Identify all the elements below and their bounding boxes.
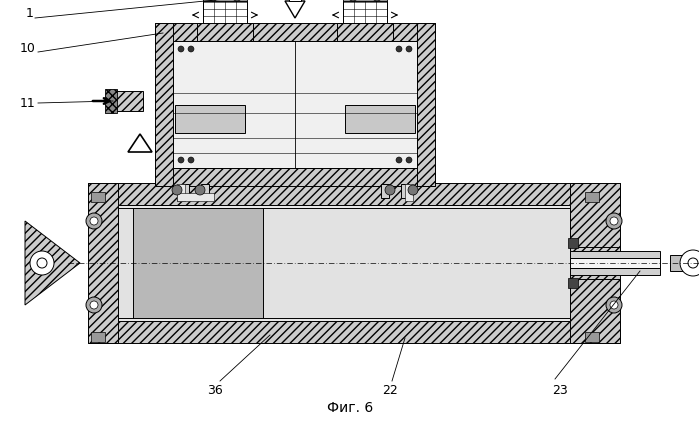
Text: 36: 36 (207, 385, 223, 398)
Bar (177, 184, 185, 201)
Polygon shape (25, 221, 80, 305)
Circle shape (86, 213, 102, 229)
Bar (155, 23, 173, 186)
Bar (401, 184, 409, 198)
Bar (570, 183, 620, 343)
Bar (343, 1, 387, 23)
Bar (118, 205, 570, 321)
Bar (177, 193, 214, 201)
Circle shape (90, 217, 98, 225)
Bar (175, 105, 245, 133)
Bar (155, 168, 435, 186)
Bar (88, 183, 620, 205)
Circle shape (606, 213, 622, 229)
Circle shape (86, 297, 102, 313)
Bar (345, 105, 415, 133)
Circle shape (688, 258, 698, 268)
Circle shape (610, 301, 618, 309)
Bar (133, 205, 263, 321)
Bar (670, 255, 688, 271)
Bar (118, 318, 570, 321)
Circle shape (195, 185, 205, 195)
Circle shape (348, 0, 358, 1)
Bar (337, 23, 393, 41)
Circle shape (172, 185, 182, 195)
Bar (343, 0, 387, 1)
Bar (91, 332, 105, 342)
Circle shape (90, 301, 98, 309)
Bar (118, 205, 570, 208)
Bar (203, 1, 247, 23)
Bar (568, 278, 578, 288)
Circle shape (37, 258, 47, 268)
Bar (88, 183, 118, 343)
Bar (568, 238, 578, 248)
Bar (570, 258, 660, 268)
Bar (203, 0, 247, 1)
Circle shape (178, 157, 184, 163)
Text: 1: 1 (26, 6, 34, 19)
Circle shape (385, 185, 395, 195)
Circle shape (396, 157, 402, 163)
Bar (570, 247, 620, 279)
Circle shape (372, 0, 382, 1)
Circle shape (606, 297, 622, 313)
Bar (585, 332, 599, 342)
Bar (570, 251, 660, 258)
Bar (381, 184, 389, 198)
Circle shape (406, 157, 412, 163)
Bar (173, 41, 417, 168)
Circle shape (408, 185, 418, 195)
Bar (155, 23, 435, 41)
Bar (181, 184, 189, 198)
Circle shape (680, 250, 699, 276)
Circle shape (232, 0, 242, 1)
Bar (197, 23, 253, 41)
Circle shape (188, 46, 194, 52)
Bar (91, 192, 105, 202)
Bar (585, 192, 599, 202)
Text: 11: 11 (20, 96, 36, 110)
Text: Фиг. 6: Фиг. 6 (327, 401, 373, 415)
Text: 10: 10 (20, 41, 36, 55)
Circle shape (188, 157, 194, 163)
Bar (88, 321, 620, 343)
Bar (105, 89, 117, 113)
Bar (570, 268, 660, 275)
Circle shape (396, 46, 402, 52)
Circle shape (30, 251, 54, 275)
Text: 22: 22 (382, 385, 398, 398)
Circle shape (208, 0, 218, 1)
Text: 23: 23 (552, 385, 568, 398)
Bar (417, 23, 435, 186)
Bar (289, 0, 301, 1)
Bar (113, 91, 143, 111)
Bar (201, 184, 209, 198)
Circle shape (178, 46, 184, 52)
Circle shape (610, 217, 618, 225)
Circle shape (406, 46, 412, 52)
Bar (405, 184, 413, 201)
Bar (580, 251, 620, 275)
